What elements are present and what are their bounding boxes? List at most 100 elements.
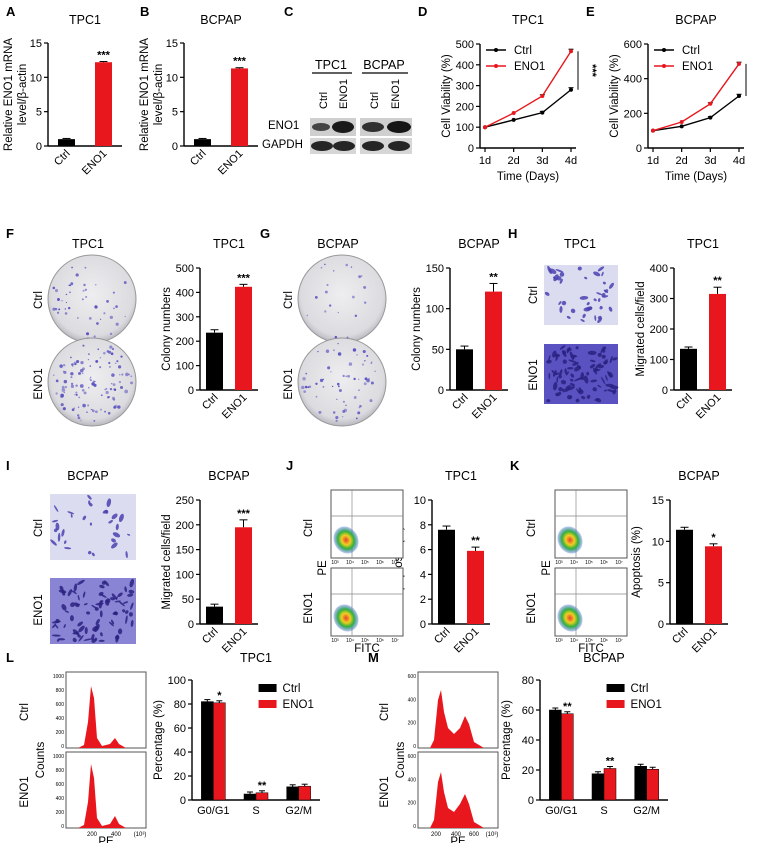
y-tick-label: 0 bbox=[188, 385, 194, 397]
migrated-cell bbox=[98, 639, 105, 642]
colony bbox=[315, 395, 318, 398]
y-axis-label: Colony numbers bbox=[411, 287, 423, 371]
colony bbox=[324, 290, 328, 294]
colony bbox=[52, 286, 56, 290]
y-tick-label: 100 bbox=[456, 122, 474, 134]
bar-ctrl bbox=[676, 529, 693, 624]
colony bbox=[121, 373, 124, 376]
significance-label: *** bbox=[237, 508, 251, 520]
colony bbox=[360, 275, 363, 277]
legend-marker-eno1 bbox=[662, 64, 666, 68]
x-tick-label: Ctrl bbox=[674, 392, 695, 413]
migrated-cell bbox=[106, 598, 111, 604]
migrated-cell bbox=[87, 494, 92, 500]
migrated-cell bbox=[89, 522, 93, 526]
panel-letter-J: J bbox=[286, 458, 293, 473]
y-tick-label: 100 bbox=[176, 361, 194, 373]
migrated-cell bbox=[91, 552, 95, 557]
flow-tick-label: 10⁴ bbox=[570, 638, 578, 644]
colony bbox=[314, 296, 318, 299]
legend-swatch-ctrl bbox=[606, 684, 625, 692]
migrated-cell bbox=[111, 542, 118, 549]
colony bbox=[333, 270, 335, 272]
y-tick-label: 10 bbox=[30, 72, 42, 84]
migrated-cell bbox=[58, 589, 67, 594]
histogram-y-tick-label: 400 bbox=[56, 716, 65, 722]
colony bbox=[88, 353, 90, 356]
chart-title: BCPAP bbox=[583, 651, 624, 665]
colony bbox=[85, 332, 90, 336]
colony bbox=[119, 374, 121, 376]
colony bbox=[69, 291, 71, 294]
migrated-cell bbox=[130, 619, 134, 627]
colony bbox=[115, 362, 117, 365]
chart-title: TPC1 bbox=[69, 13, 101, 27]
migrated-cell bbox=[607, 370, 612, 378]
lane-label-ctrl-2: Ctrl bbox=[369, 92, 381, 109]
panel-letter-C: C bbox=[284, 4, 294, 19]
colony bbox=[85, 295, 88, 298]
colony bbox=[334, 335, 338, 339]
migrated-cell bbox=[77, 634, 81, 638]
y-axis-label: Relative ENO1 mRNA bbox=[3, 38, 15, 151]
legend-label-ctrl: Ctrl bbox=[514, 45, 532, 57]
y-axis-label: Migrated cells/field bbox=[635, 281, 647, 376]
migrated-cell bbox=[78, 625, 85, 633]
migrated-cell bbox=[67, 589, 73, 597]
colony bbox=[108, 350, 112, 354]
y-tick-label: 0 bbox=[420, 619, 426, 631]
histogram-y-tick-label: 200 bbox=[56, 810, 65, 816]
colony bbox=[64, 386, 68, 389]
flow-tick-label: 10⁵ bbox=[361, 560, 369, 566]
colony bbox=[318, 410, 322, 414]
migration-image-ctrl bbox=[50, 494, 136, 560]
migrated-cell bbox=[117, 592, 123, 597]
migrated-cell bbox=[94, 637, 98, 642]
migrated-cell bbox=[556, 276, 562, 281]
colony bbox=[71, 363, 74, 366]
colony bbox=[109, 345, 113, 349]
significance-label: * bbox=[711, 532, 716, 544]
migrated-cell bbox=[569, 378, 574, 382]
blot-title-tpc1: TPC1 bbox=[315, 58, 347, 72]
colony bbox=[64, 308, 67, 310]
panel-letter-G: G bbox=[260, 226, 270, 241]
migrated-cell bbox=[559, 369, 563, 377]
bar-eno1 bbox=[646, 769, 659, 801]
migrated-cell bbox=[597, 315, 602, 320]
migrated-cell bbox=[55, 618, 60, 623]
colony bbox=[337, 342, 339, 345]
data-point-eno1 bbox=[651, 128, 655, 133]
row-label-ctrl: Ctrl bbox=[528, 286, 540, 304]
colony bbox=[77, 406, 80, 408]
migrated-cell bbox=[556, 376, 559, 383]
colony bbox=[79, 384, 84, 388]
colony bbox=[357, 411, 361, 415]
migrated-cell bbox=[72, 629, 80, 636]
histogram-ctrl bbox=[65, 671, 147, 749]
x-tick-label: ENO1 bbox=[470, 392, 500, 422]
migrated-cell bbox=[602, 281, 606, 285]
migrated-cell bbox=[596, 292, 602, 295]
colony bbox=[305, 372, 308, 375]
migrated-cell bbox=[558, 301, 562, 305]
histogram-y-tick-label: 600 bbox=[56, 782, 65, 788]
migrated-cell bbox=[589, 363, 596, 369]
colony bbox=[366, 378, 370, 383]
histogram-peaks bbox=[66, 686, 126, 748]
migrated-cell bbox=[599, 305, 603, 310]
migrated-cell bbox=[111, 619, 115, 625]
y-tick-label: 500 bbox=[456, 39, 474, 51]
y-tick-label: 0 bbox=[438, 385, 444, 397]
migrated-cell bbox=[50, 539, 57, 546]
y-tick-label: 600 bbox=[624, 39, 642, 51]
y-tick-label: 100 bbox=[176, 569, 194, 581]
band bbox=[332, 121, 354, 133]
flow-tick-label: 10⁶ bbox=[376, 560, 384, 566]
colony bbox=[72, 365, 74, 367]
migrated-cell bbox=[86, 611, 91, 615]
chart-title: BCPAP bbox=[208, 469, 249, 483]
row-label-eno1: ENO1 bbox=[379, 776, 391, 807]
migrated-cell bbox=[128, 589, 135, 594]
colony bbox=[107, 411, 111, 415]
